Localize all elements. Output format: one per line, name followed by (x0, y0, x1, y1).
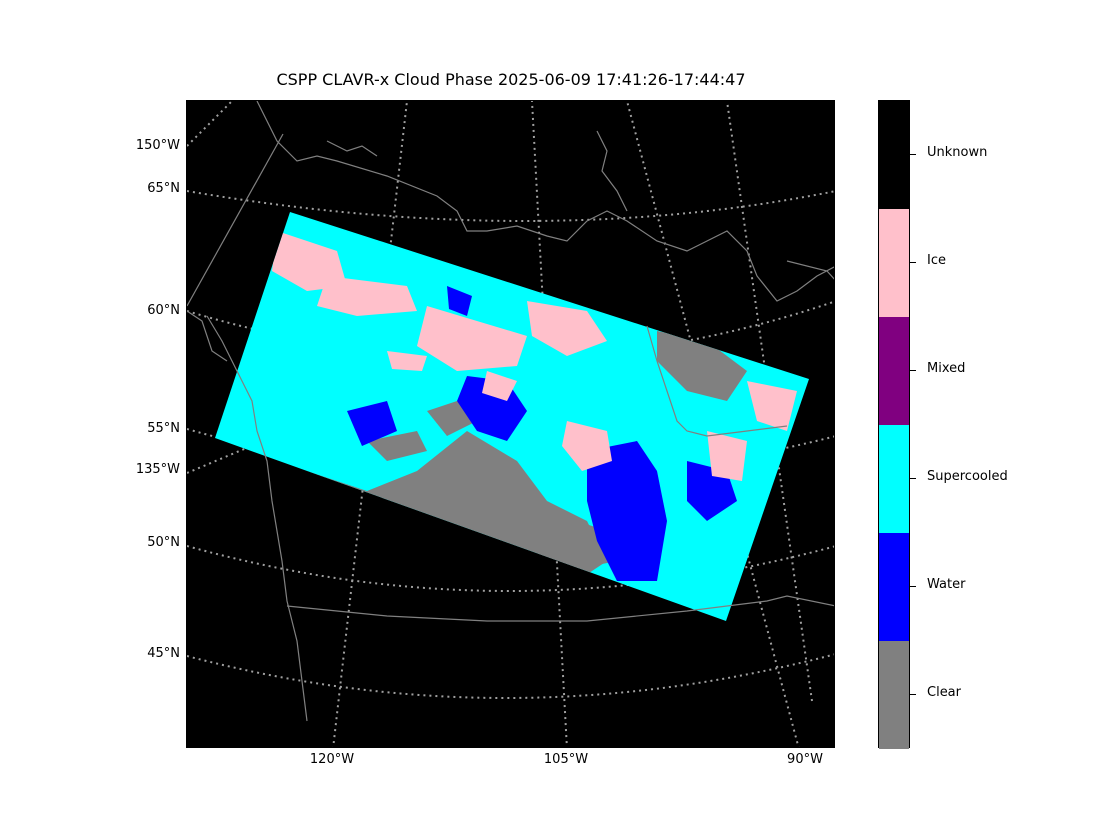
ice-region (562, 421, 612, 471)
colorbar-segment-unknown (879, 101, 909, 209)
colorbar-tick (910, 586, 916, 587)
coastline (187, 133, 284, 307)
colorbar-label-supercooled: Supercooled (927, 469, 1008, 484)
water-region (447, 286, 472, 316)
coastline (256, 101, 834, 302)
latitude-line (187, 190, 834, 222)
colorbar-label-unknown: Unknown (927, 145, 988, 160)
colorbar-tick (910, 262, 916, 263)
colorbar-label-water: Water (927, 577, 966, 592)
satellite-swath (215, 212, 809, 621)
water-region (587, 441, 667, 581)
lat-label-50n: 50°N (147, 535, 180, 550)
longitude-line (726, 101, 813, 702)
colorbar-tick (910, 370, 916, 371)
colorbar-tick (910, 154, 916, 155)
lon-label-105w: 105°W (543, 752, 589, 767)
clear-region (657, 331, 747, 401)
colorbar-segment-ice (879, 209, 909, 317)
ice-region (747, 381, 797, 431)
lat-label-150w: 150°W (135, 138, 180, 153)
colorbar-segment-water (879, 533, 909, 641)
coastline (596, 130, 628, 212)
lon-label-120w: 120°W (309, 752, 355, 767)
cloud-phase-map (187, 101, 834, 747)
water-region (347, 401, 397, 446)
longitude-line (187, 101, 233, 147)
coastline (646, 325, 788, 437)
ice-region (417, 306, 527, 371)
colorbar-label-ice: Ice (927, 253, 946, 268)
colorbar-segment-supercooled (879, 425, 909, 533)
colorbar (878, 100, 910, 749)
ice-region (707, 431, 747, 481)
longitude-line (626, 101, 800, 747)
ice-region (317, 276, 417, 316)
map-title: CSPP CLAVR-x Cloud Phase 2025-06-09 17:4… (276, 70, 746, 89)
coastline (326, 140, 378, 157)
longitude-line (332, 101, 408, 747)
clear-region (517, 501, 617, 571)
lon-label-90w: 90°W (787, 752, 823, 767)
ice-region (387, 351, 427, 371)
ice-region (272, 231, 347, 291)
coastlines (187, 101, 834, 722)
lat-label-45n: 45°N (147, 646, 180, 661)
clear-region (247, 431, 607, 581)
ice-region (482, 371, 517, 401)
colorbar-label-mixed: Mixed (927, 361, 966, 376)
coastline (187, 310, 228, 362)
clear-region (367, 431, 427, 461)
latitude-line (187, 653, 834, 699)
colorbar-segment-clear (879, 641, 909, 749)
colorbar-segment-mixed (879, 317, 909, 425)
swath-patches (247, 231, 797, 581)
lat-label-65n: 65°N (147, 181, 180, 196)
lat-label-55n: 55°N (147, 421, 180, 436)
lat-label-135w: 135°W (135, 462, 180, 477)
lat-label-60n: 60°N (147, 303, 180, 318)
coastline (286, 595, 834, 622)
coastline (786, 260, 834, 280)
colorbar-label-clear: Clear (927, 685, 961, 700)
ice-region (527, 301, 607, 356)
coastline (206, 315, 308, 722)
colorbar-tick (910, 478, 916, 479)
map-panel (186, 100, 835, 748)
colorbar-tick (910, 694, 916, 695)
